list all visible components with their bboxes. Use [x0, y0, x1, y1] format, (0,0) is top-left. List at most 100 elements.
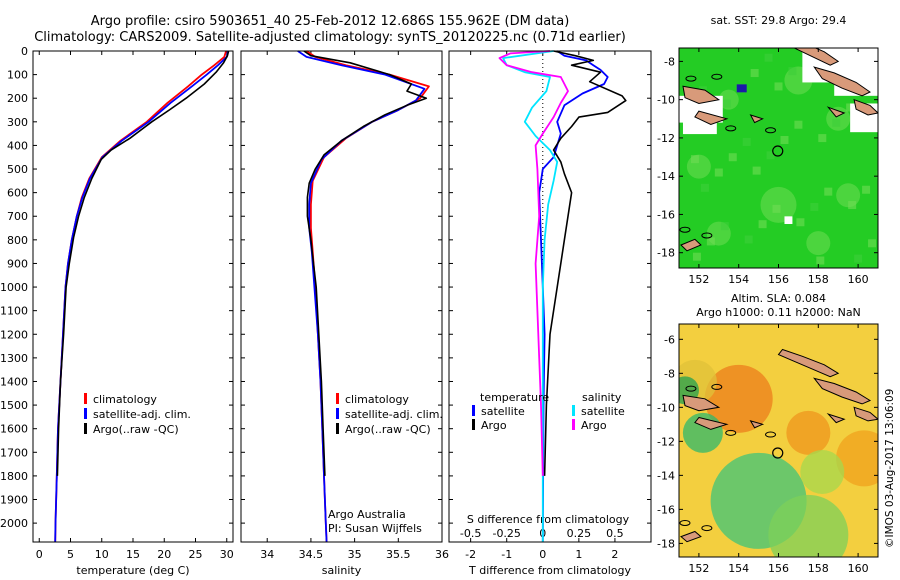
y-tick-label: 1100	[0, 305, 28, 318]
y-tick-label: 300	[7, 116, 28, 129]
map-x-tick-label: 160	[848, 273, 869, 286]
plot-panel-1: 0100200300400500600700800900100011001200…	[0, 45, 234, 577]
sst-pixel	[818, 134, 827, 143]
sst-pixel	[854, 254, 863, 263]
x-tick-label: 5	[67, 548, 74, 561]
island-outline	[749, 114, 764, 124]
map-x-tick-label: 154	[728, 273, 749, 286]
map-x-tick-label: 152	[688, 273, 709, 286]
sal-legend: climatology satellite-adj. clim. Argo(..…	[336, 393, 443, 438]
island-outline	[777, 348, 840, 378]
map-x-tick-label: 152	[688, 562, 709, 575]
x-axis-label: temperature (deg C)	[76, 564, 189, 577]
y-tick-label: 1200	[0, 328, 28, 341]
x-tick-label: 2	[611, 548, 618, 561]
x-tick-label: -2	[465, 548, 476, 561]
sla-high-patch	[704, 364, 773, 433]
sst-pixel	[706, 237, 715, 246]
x-tick-label: 35.5	[386, 548, 411, 561]
sst-pixel	[744, 235, 753, 244]
sla-low-patch	[800, 449, 845, 494]
sst-pixel	[679, 268, 687, 276]
sst-mask	[784, 216, 793, 224]
x-tick-label: 1	[575, 548, 582, 561]
series-line-temperature-argo	[543, 50, 627, 476]
sst-pixel	[796, 218, 805, 227]
reef-outline	[679, 519, 691, 526]
sst-map-title: sat. SST: 29.8 Argo: 29.4	[710, 14, 847, 27]
y-tick-label: 0	[21, 45, 28, 58]
x-tick-label: 36	[435, 548, 449, 561]
x-top-tick-label: 0.25	[567, 527, 592, 540]
x-tick-label: 20	[157, 548, 171, 561]
y-tick-label: 700	[7, 210, 28, 223]
sst-pixel	[788, 67, 797, 76]
x-tick-label: 34	[260, 548, 274, 561]
sst-pixel	[750, 69, 759, 78]
series-line-salinity-satellite	[502, 50, 559, 542]
reef-outline	[685, 75, 697, 82]
series-line-climatology	[54, 50, 227, 543]
legend-satellite: satellite-adj. clim.	[336, 408, 443, 423]
map-y-tick-label: -16	[657, 503, 675, 516]
sst-pixel	[772, 204, 781, 213]
sst-pixel	[720, 222, 729, 231]
x-top-tick-label: 0.5	[606, 527, 624, 540]
series-line-satellite-adj-clim-	[297, 50, 426, 543]
series-line-argo-raw-qc-	[303, 50, 428, 476]
map-y-tick-label: -8	[664, 367, 675, 380]
map-y-tick-label: -16	[657, 208, 675, 221]
sst-pixel	[816, 256, 825, 265]
island-outline	[682, 85, 721, 105]
reef-outline	[679, 226, 691, 233]
sst-pixel	[774, 82, 783, 91]
sla-map-title-1: Altim. SLA: 0.084	[730, 292, 827, 305]
sst-pixel	[832, 118, 841, 127]
map-y-tick-label: -18	[657, 537, 675, 550]
map-y-tick-label: -14	[657, 170, 675, 183]
map-x-tick-label: 154	[728, 562, 749, 575]
sst-pixel	[794, 120, 803, 129]
sla-map: 152 154 156 158 160 -6 -8 -10 -12 -14 -16 -18	[657, 323, 879, 575]
y-tick-label: 1400	[0, 375, 28, 388]
x-tick-label: 25	[189, 548, 203, 561]
island-outline	[826, 106, 846, 118]
sst-pixel	[714, 168, 723, 177]
x-tick-label: 10	[95, 548, 109, 561]
reef-outline	[711, 73, 723, 80]
series-line-salinity-argo	[498, 50, 569, 476]
sla-map-title-2: Argo h1000: 0.11 h2000: NaN	[696, 306, 861, 319]
sst-pixel	[728, 153, 737, 162]
legend-argo: Argo(..raw -QC)	[336, 423, 443, 438]
x-tick-label: 34.5	[299, 548, 324, 561]
map-y-tick-label: -12	[657, 132, 675, 145]
island-outline	[694, 110, 729, 126]
sst-map: 152 154 156 158 160 -8 -10 -12 -14 -16 -18	[657, 47, 879, 286]
sst-pixel	[752, 166, 761, 175]
x-tick-label: 0	[36, 548, 43, 561]
island-outline	[813, 66, 871, 97]
y-tick-label: 1000	[0, 281, 28, 294]
sst-pixel	[868, 239, 877, 248]
reef-outline	[701, 525, 713, 532]
series-line-argo-raw-qc-	[56, 50, 230, 476]
x-tick-label: 35	[348, 548, 362, 561]
island-outline	[853, 406, 878, 422]
legend-title-temperature: temperature	[480, 391, 550, 404]
x-top-tick-label: -0.25	[492, 527, 520, 540]
reef-outline	[725, 125, 737, 132]
x-axis-label: T difference from climatology	[468, 564, 631, 577]
y-tick-label: 1600	[0, 423, 28, 436]
x-tick-label: -1	[501, 548, 512, 561]
plot-frame	[448, 50, 652, 543]
sst-pixel	[700, 183, 709, 192]
map-x-tick-label: 156	[768, 273, 789, 286]
reef-outline	[711, 383, 723, 390]
legend-argo: Argo(..raw -QC)	[84, 423, 191, 438]
legend-sal-argo: Argo	[572, 419, 607, 433]
map-x-tick-label: 158	[808, 562, 829, 575]
map-y-tick-label: -10	[657, 401, 675, 414]
plot-frame	[240, 50, 443, 543]
sst-pixel	[780, 136, 789, 144]
y-tick-label: 500	[7, 163, 28, 176]
